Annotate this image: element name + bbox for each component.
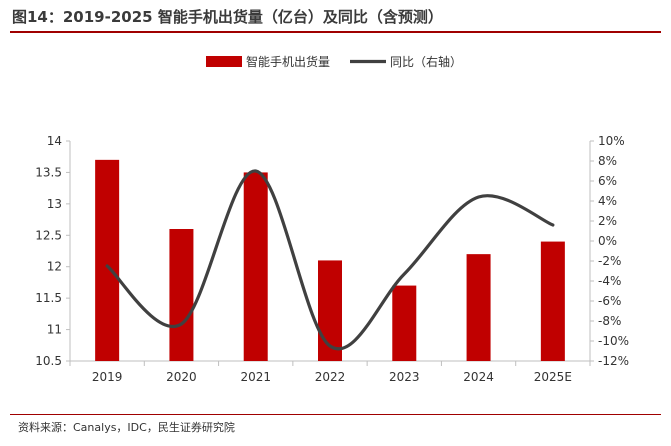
x-tick-label: 2024 — [463, 370, 494, 384]
tick-labels: 10.5 11 11.5 12 12.5 13 13.5 14 -12% -10% -8% -6% -4… — [35, 134, 629, 384]
left-tick-label: 12.5 — [35, 228, 62, 242]
bar-2025E — [540, 241, 565, 361]
bar-2019 — [95, 159, 120, 361]
right-tick-label: -8% — [598, 314, 621, 328]
bar-2024 — [466, 254, 491, 361]
source-note: 资料来源：Canalys，IDC，民生证券研究院 — [18, 421, 235, 434]
bar-2023 — [392, 285, 417, 361]
legend-line-label: 同比（右轴） — [390, 54, 462, 69]
yoy-line — [105, 169, 555, 351]
line-series — [105, 169, 555, 351]
footer-rule — [10, 414, 661, 415]
bar-2021 — [243, 172, 268, 361]
x-tick-label: 2019 — [92, 370, 123, 384]
chart-title: 图14：2019-2025 智能手机出货量（亿台）及同比（含预测） — [12, 8, 443, 26]
legend-bar-label: 智能手机出货量 — [246, 54, 330, 69]
right-tick-label: 8% — [598, 154, 617, 168]
x-tick-label: 2022 — [315, 370, 346, 384]
right-tick-label: -12% — [598, 354, 629, 368]
title-rule — [10, 31, 661, 33]
left-tick-label: 13 — [47, 197, 62, 211]
right-tick-label: 6% — [598, 174, 617, 188]
left-tick-label: 10.5 — [35, 354, 62, 368]
legend: 智能手机出货量 同比（右轴） — [206, 54, 462, 69]
bar-series — [95, 159, 565, 361]
right-tick-label: -4% — [598, 274, 621, 288]
bar-2020 — [169, 229, 194, 361]
x-tick-label: 2020 — [166, 370, 197, 384]
right-tick-label: 0% — [598, 234, 617, 248]
left-tick-label: 13.5 — [35, 165, 62, 179]
x-tick-label: 2023 — [389, 370, 420, 384]
right-tick-label: -6% — [598, 294, 621, 308]
right-tick-label: 10% — [598, 134, 625, 148]
left-tick-label: 12 — [47, 260, 62, 274]
x-tick-label: 2021 — [240, 370, 271, 384]
left-tick-label: 11.5 — [35, 291, 62, 305]
right-tick-label: 4% — [598, 194, 617, 208]
right-tick-label: -2% — [598, 254, 621, 268]
right-tick-label: 2% — [598, 214, 617, 228]
legend-bar-swatch — [206, 56, 242, 67]
left-tick-label: 11 — [47, 323, 62, 337]
left-tick-label: 14 — [47, 134, 62, 148]
x-tick-label: 2025E — [534, 370, 572, 384]
right-tick-label: -10% — [598, 334, 629, 348]
